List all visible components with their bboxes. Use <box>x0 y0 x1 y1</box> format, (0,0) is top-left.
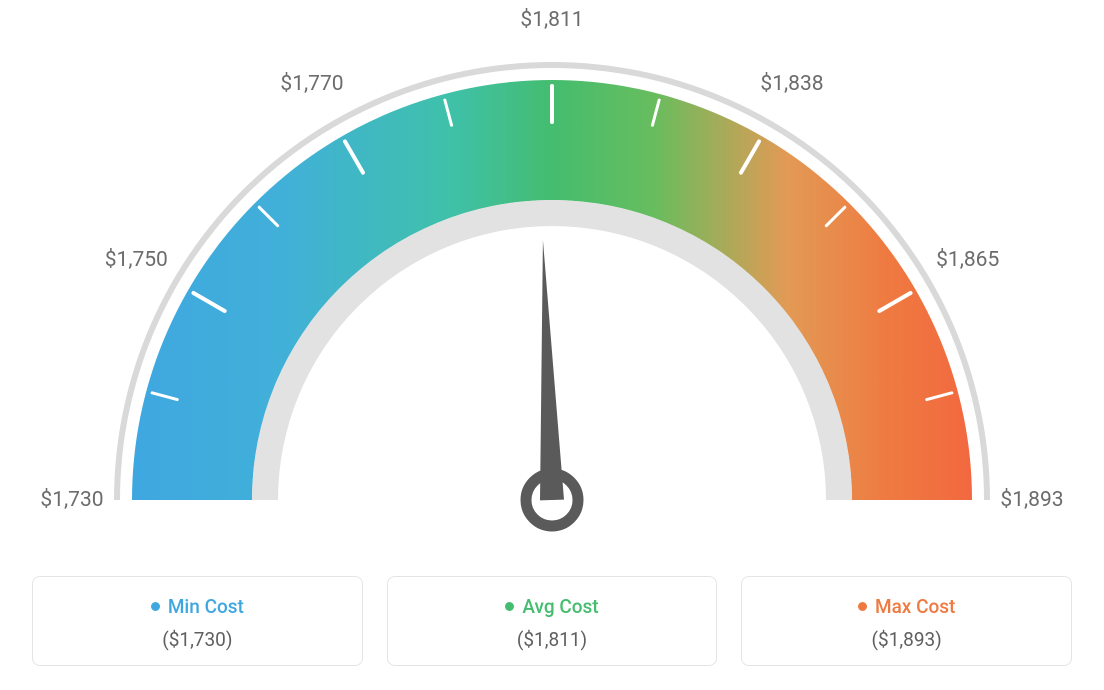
legend-title: Avg Cost <box>505 595 598 618</box>
legend-title: Max Cost <box>858 595 955 618</box>
legend-value: ($1,730) <box>45 628 350 651</box>
gauge-chart: $1,730 $1,750 $1,770 $1,811 $1,838 $1,865 $1,8… <box>0 0 1104 560</box>
legend-card: Max Cost ($1,893) <box>741 576 1072 666</box>
gauge-svg <box>0 0 1104 560</box>
legend-title-text: Max Cost <box>875 595 955 618</box>
gauge-tick-label: $1,893 <box>1000 488 1063 512</box>
gauge-tick-label: $1,838 <box>760 72 823 96</box>
legend-row: Min Cost ($1,730) Avg Cost ($1,811) Max Cost… <box>32 576 1072 666</box>
gauge-tick-label: $1,811 <box>520 8 583 32</box>
legend-dot-icon <box>151 602 160 611</box>
legend-title-text: Avg Cost <box>522 595 598 618</box>
legend-dot-icon <box>858 602 867 611</box>
legend-value: ($1,811) <box>400 628 705 651</box>
legend-title: Min Cost <box>151 595 244 618</box>
legend-title-text: Min Cost <box>168 595 244 618</box>
legend-value: ($1,893) <box>754 628 1059 651</box>
legend-card: Avg Cost ($1,811) <box>387 576 718 666</box>
legend-card: Min Cost ($1,730) <box>32 576 363 666</box>
gauge-tick-label: $1,750 <box>105 248 168 272</box>
legend-dot-icon <box>505 602 514 611</box>
gauge-tick-label: $1,770 <box>280 72 343 96</box>
gauge-tick-label: $1,865 <box>936 248 999 272</box>
gauge-tick-label: $1,730 <box>40 488 103 512</box>
